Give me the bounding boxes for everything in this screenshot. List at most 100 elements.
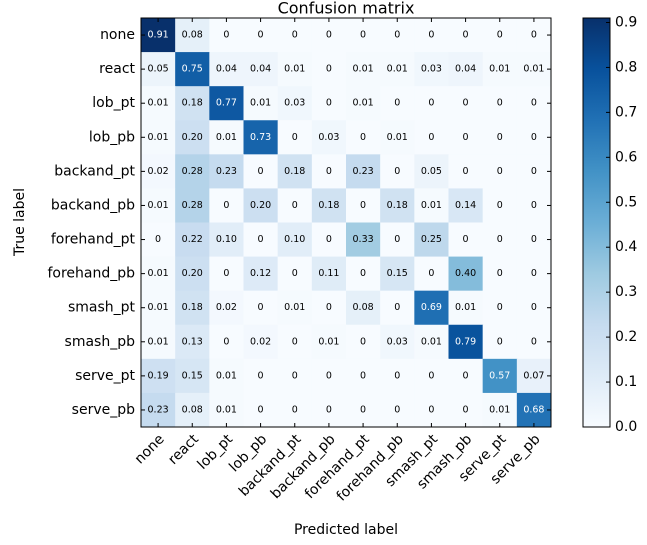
cell xyxy=(209,120,244,155)
cell-label: 0.01 xyxy=(148,132,169,143)
cell xyxy=(243,222,279,258)
cell xyxy=(277,86,313,121)
cell-label: 0 xyxy=(223,200,229,211)
cell-label: 0 xyxy=(223,336,229,347)
cell xyxy=(482,358,518,394)
cell-label: 0 xyxy=(531,200,537,211)
y-tick-label: smash_pt xyxy=(68,300,136,316)
cell-label: 0.01 xyxy=(284,302,305,313)
cell xyxy=(209,188,244,223)
cell-label: 0 xyxy=(258,404,264,415)
cell-label: 0.01 xyxy=(455,302,476,313)
cell xyxy=(243,256,279,292)
cell xyxy=(277,154,313,189)
cell-label: 0.10 xyxy=(284,234,305,245)
cell-label: 0 xyxy=(497,98,503,109)
cell-label: 0.01 xyxy=(148,98,169,109)
cell xyxy=(380,154,415,189)
cell-label: 0 xyxy=(292,30,298,41)
cell xyxy=(482,222,518,258)
cell xyxy=(209,154,244,189)
cell-label: 0.18 xyxy=(182,302,203,313)
cell xyxy=(414,222,449,258)
cell xyxy=(346,324,381,360)
cell-label: 0.01 xyxy=(353,64,374,75)
cell xyxy=(311,324,347,360)
cell xyxy=(414,188,449,223)
cell xyxy=(141,86,176,121)
y-tick-label: backand_pt xyxy=(54,163,135,179)
cell-label: 0.20 xyxy=(182,268,203,279)
colorbar-tick-label: 0.5 xyxy=(615,194,637,210)
cell xyxy=(448,392,484,428)
cell xyxy=(277,392,313,428)
cell-label: 0 xyxy=(497,30,503,41)
cell-label: 0 xyxy=(360,268,366,279)
cell-label: 0 xyxy=(292,336,298,347)
cell xyxy=(346,358,381,394)
cell-label: 0.05 xyxy=(148,64,169,75)
cell xyxy=(346,52,381,87)
cell-label: 0.01 xyxy=(284,64,305,75)
cell xyxy=(482,18,518,53)
cell xyxy=(209,18,244,53)
cell-label: 0.23 xyxy=(216,166,237,177)
cell xyxy=(414,256,449,292)
cell-label: 0 xyxy=(497,234,503,245)
cell xyxy=(141,18,176,53)
cell xyxy=(243,154,279,189)
cell-label: 0 xyxy=(463,30,469,41)
colorbar-tick-label: 0.0 xyxy=(615,419,637,435)
cell-label: 0 xyxy=(428,98,434,109)
cell-label: 0.01 xyxy=(387,64,408,75)
cell-label: 0 xyxy=(292,268,298,279)
cell xyxy=(448,324,484,360)
cell-label: 0.23 xyxy=(353,166,374,177)
cell xyxy=(516,392,552,428)
cell-label: 0.07 xyxy=(523,370,544,381)
cell xyxy=(414,392,449,428)
cell-label: 0 xyxy=(360,336,366,347)
cell xyxy=(380,120,415,155)
cell xyxy=(346,188,381,223)
cell xyxy=(243,324,279,360)
cell-label: 0 xyxy=(463,234,469,245)
cell xyxy=(346,256,381,292)
cell xyxy=(141,256,176,292)
cell xyxy=(311,154,347,189)
cell xyxy=(448,18,484,53)
cell xyxy=(141,324,176,360)
cell xyxy=(414,154,449,189)
cell xyxy=(516,358,552,394)
cell xyxy=(311,86,347,121)
cell xyxy=(414,120,449,155)
cell-label: 0 xyxy=(258,302,264,313)
cell xyxy=(141,52,176,87)
cell xyxy=(516,18,552,53)
cell xyxy=(209,86,244,121)
cell-label: 0.01 xyxy=(148,302,169,313)
cell-label: 0 xyxy=(428,370,434,381)
cell-label: 0.19 xyxy=(148,370,169,381)
cell xyxy=(277,52,313,87)
cell-label: 0 xyxy=(463,166,469,177)
cell xyxy=(448,222,484,258)
cell-label: 0.75 xyxy=(182,64,203,75)
y-tick-label: react xyxy=(99,61,135,77)
cell-label: 0.03 xyxy=(387,336,408,347)
cell-label: 0 xyxy=(497,166,503,177)
cell xyxy=(482,120,518,155)
cell xyxy=(414,290,449,326)
cell-label: 0.01 xyxy=(216,404,237,415)
cell-label: 0 xyxy=(326,64,332,75)
cell xyxy=(243,52,279,87)
cell xyxy=(448,358,484,394)
cell-label: 0.25 xyxy=(421,234,442,245)
cell xyxy=(482,86,518,121)
cell xyxy=(175,324,210,360)
cell xyxy=(209,290,244,326)
cell-label: 0 xyxy=(428,404,434,415)
cell-label: 0.68 xyxy=(523,404,544,415)
cell-label: 0.15 xyxy=(182,370,203,381)
cell-label: 0 xyxy=(497,132,503,143)
